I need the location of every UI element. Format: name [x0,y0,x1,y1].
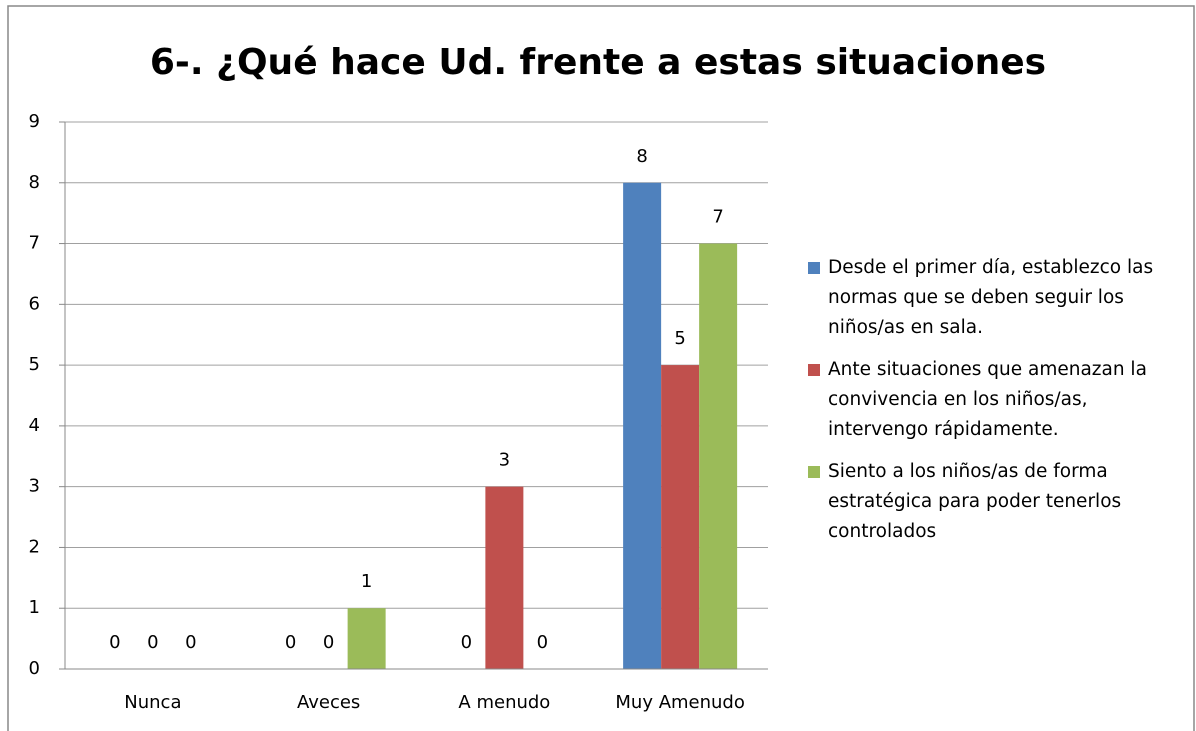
bar [485,486,524,669]
x-tick-label: Muy Amenudo [615,692,745,713]
y-tick-label: 9 [29,111,40,132]
data-label: 1 [361,571,372,592]
legend-swatch [808,364,820,376]
x-tick-label: Nunca [124,692,181,713]
legend-label: Ante situaciones que amenazan la convive… [828,359,1147,440]
data-label: 0 [109,632,120,653]
y-tick-label: 2 [29,536,40,557]
y-tick-label: 7 [29,233,40,254]
x-tick-label: Aveces [297,692,360,713]
legend-label: Desde el primer día, establezco las norm… [828,257,1154,338]
y-tick-label: 5 [29,354,40,375]
y-tick-label: 1 [29,597,40,618]
y-tick-label: 8 [29,172,40,193]
legend-item: Siento a los niños/as de forma estratégi… [808,457,1178,547]
x-tick-label: A menudo [458,692,550,713]
legend: Desde el primer día, establezco las norm… [808,253,1178,547]
data-label: 7 [712,207,723,228]
data-label: 0 [537,632,548,653]
chart-title: 6-. ¿Qué hace Ud. frente a estas situaci… [150,42,1046,83]
bar [699,243,738,670]
bar [347,608,386,669]
legend-swatch [808,262,820,274]
y-tick-label: 3 [29,476,40,497]
bar [661,365,700,669]
data-label: 3 [499,450,510,471]
y-tick-label: 0 [29,658,40,679]
bar [623,182,662,669]
data-label: 0 [461,632,472,653]
data-label: 0 [285,632,296,653]
legend-label: Siento a los niños/as de forma estratégi… [828,461,1122,542]
data-label: 5 [674,328,685,349]
y-tick-label: 6 [29,293,40,314]
y-tick-label: 4 [29,415,40,436]
legend-item: Ante situaciones que amenazan la convive… [808,355,1178,445]
data-label: 0 [185,632,196,653]
data-label: 0 [147,632,158,653]
data-label: 8 [636,146,647,167]
data-label: 0 [323,632,334,653]
legend-item: Desde el primer día, establezco las norm… [808,253,1178,343]
chart-border [7,5,1195,731]
legend-swatch [808,466,820,478]
